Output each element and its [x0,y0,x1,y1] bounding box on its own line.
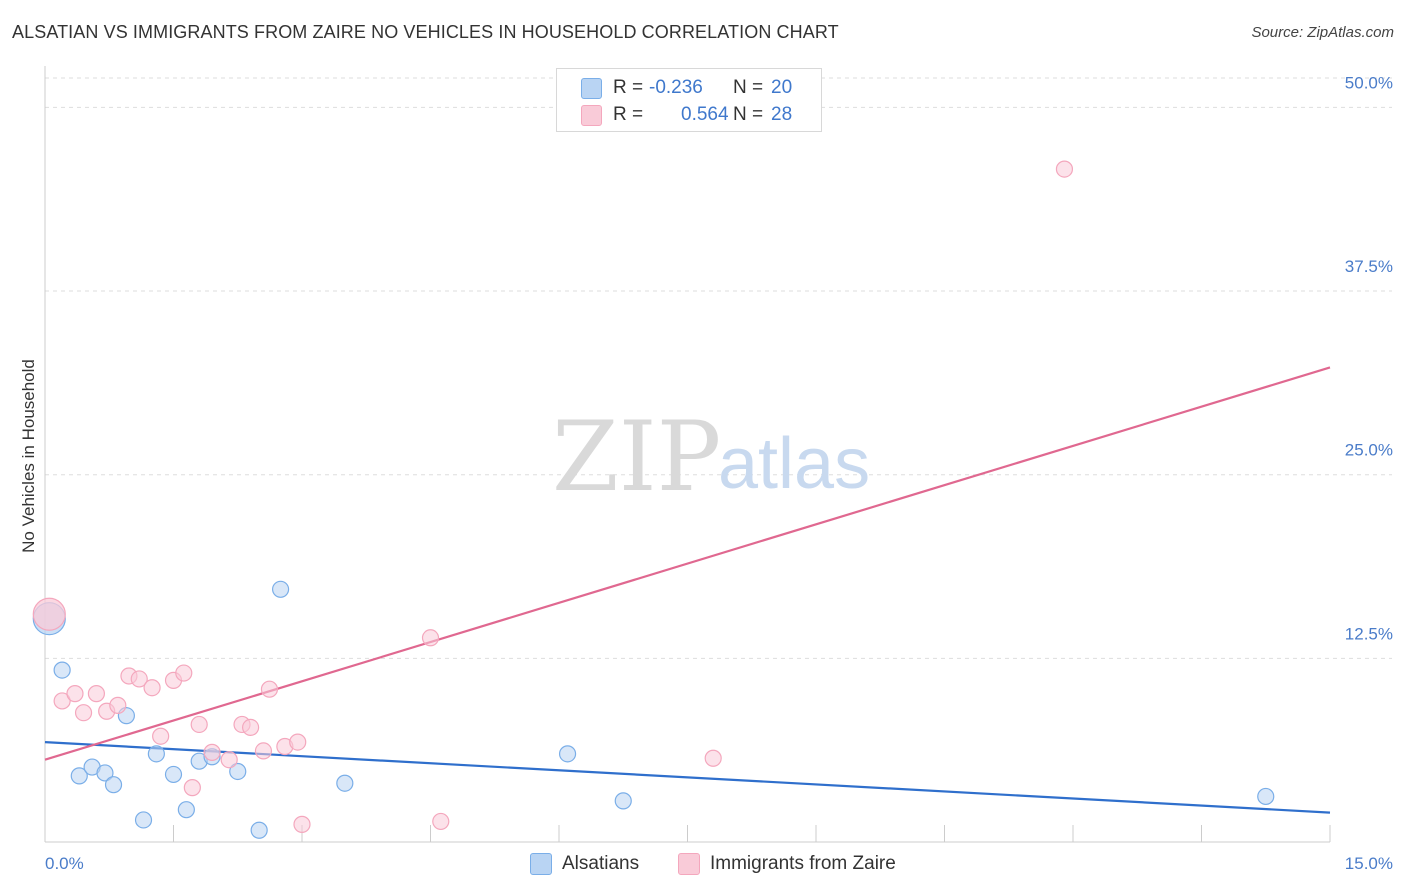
point-alsatians [250,821,268,839]
point-zaire [432,812,450,831]
legend-r-value-zaire: 0.564 [681,104,729,125]
legend-n-value-alsatians: 20 [771,77,793,98]
point-zaire [74,704,93,722]
point-zaire [32,597,66,631]
y-tick-label: 37.5% [1345,257,1393,276]
point-alsatians [70,767,88,785]
point-zaire [190,715,208,734]
point-zaire [242,718,260,737]
chart-source: Source: ZipAtlas.com [1251,24,1394,41]
legend-n-label: N = [733,77,764,98]
point-zaire [203,743,221,761]
legend-n-value-zaire: 28 [771,104,793,125]
point-zaire [260,680,279,698]
point-zaire [66,685,84,703]
watermark-atlas: atlas [718,424,870,504]
point-alsatians [558,745,577,763]
legend-n-label: N = [733,104,764,125]
watermark-zip: ZIP [552,401,721,513]
point-alsatians [134,811,153,829]
point-zaire [130,670,148,688]
point-zaire [289,733,307,751]
point-alsatians [164,765,183,784]
y-tick-label: 25.0% [1345,441,1393,460]
point-zaire [704,749,722,767]
legend-swatch-zaire [581,105,602,126]
legend-label-zaire: Immigrants from Zaire [710,853,896,874]
legend-swatch-zaire [678,853,700,875]
point-zaire [87,685,106,703]
point-alsatians [53,661,71,679]
point-zaire [254,742,273,760]
point-alsatians [147,745,165,763]
trend-line-zaire [44,366,1331,761]
y-tick-label: 12.5% [1345,624,1393,643]
point-zaire [183,779,201,797]
point-zaire [109,696,127,714]
point-zaire [421,629,440,647]
y-axis-label: No Vehicles in Household [19,359,38,553]
point-zaire [175,664,193,682]
point-zaire [53,692,71,710]
point-alsatians [177,801,195,819]
point-alsatians [229,762,247,781]
legend-label-alsatians: Alsatians [562,853,640,874]
watermark: ZIP atlas [552,401,870,513]
data-points [32,160,1275,839]
y-tick-label: 50.0% [1345,73,1393,92]
legend-r-label: R = [613,77,644,98]
point-alsatians [1257,787,1275,806]
legend-swatch-alsatians [581,78,602,99]
correlation-legend: R = -0.236 N = 20 R = 0.564 N = 28 [556,68,822,132]
x-tick-label: 0.0% [45,854,84,873]
legend-r-value-alsatians: -0.236 [649,77,703,98]
chart-title: ALSATIAN VS IMMIGRANTS FROM ZAIRE NO VEH… [12,22,839,42]
point-zaire [143,679,161,697]
legend-swatch-alsatians [530,853,552,875]
x-tick-label: 15.0% [1345,854,1393,873]
point-zaire [220,751,238,769]
grid-lines [45,77,1392,659]
point-zaire [152,727,170,745]
point-zaire [1055,160,1074,178]
point-alsatians [614,792,632,810]
point-alsatians [336,774,354,792]
point-alsatians [104,776,123,794]
tick-labels: 12.5% 25.0% 37.5% 50.0% 0.0% 15.0% [45,73,1393,873]
legend-r-label: R = [613,104,644,125]
point-zaire [293,815,311,833]
point-alsatians [271,580,290,598]
point-alsatians [96,764,114,782]
